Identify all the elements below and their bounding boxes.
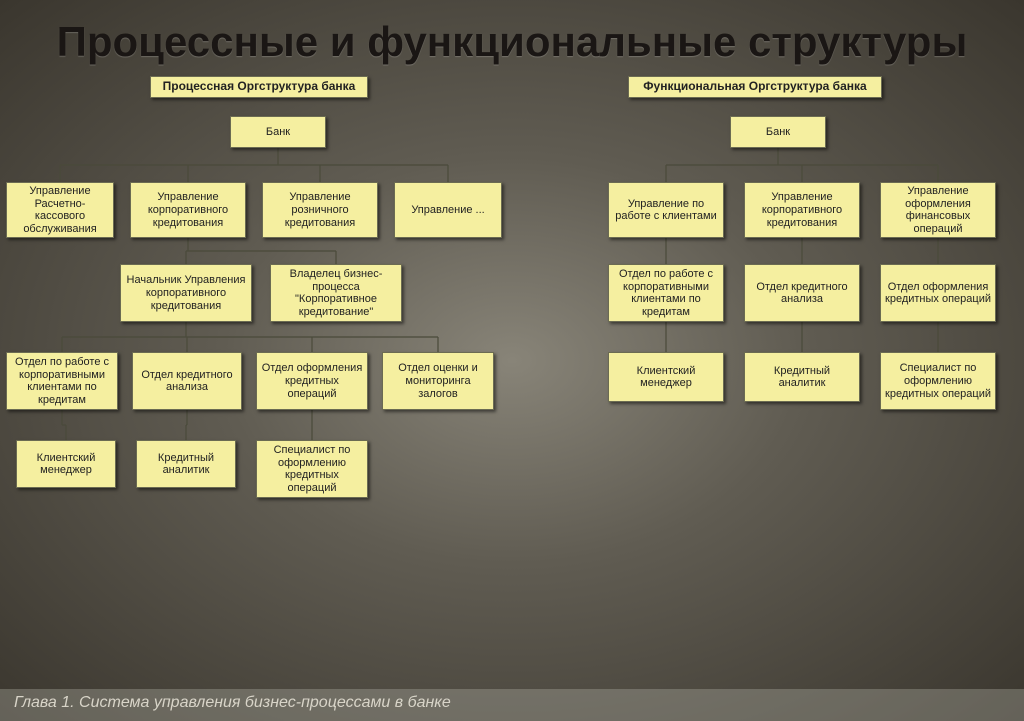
left-l2-1: Владелец бизнес-процесса "Корпоративное … bbox=[270, 264, 402, 322]
right-l1-0: Управление по работе с клиентами bbox=[608, 182, 724, 238]
left-l3-2: Отдел оформления кредитных операций bbox=[256, 352, 368, 410]
left-l2-0: Начальник Управления корпоративного кред… bbox=[120, 264, 252, 322]
right-l2-1: Отдел кредитного анализа bbox=[744, 264, 860, 322]
left-l1-2: Управление розничного кредитования bbox=[262, 182, 378, 238]
left-l3-1: Отдел кредитного анализа bbox=[132, 352, 242, 410]
right-l2-2: Отдел оформления кредитных операций bbox=[880, 264, 996, 322]
right-l1-2: Управление оформления финансовых операци… bbox=[880, 182, 996, 238]
right-l3-2: Специалист по оформлению кредитных опера… bbox=[880, 352, 996, 410]
right-l3-0: Клиентский менеджер bbox=[608, 352, 724, 402]
left-l1-3: Управление ... bbox=[394, 182, 502, 238]
right-root: Банк bbox=[730, 116, 826, 148]
left-l1-1: Управление корпоративного кредитования bbox=[130, 182, 246, 238]
right-l3-1: Кредитный аналитик bbox=[744, 352, 860, 402]
right-l1-1: Управление корпоративного кредитования bbox=[744, 182, 860, 238]
left-l3-3: Отдел оценки и мониторинга залогов bbox=[382, 352, 494, 410]
slide-title: Процессные и функциональные структуры bbox=[0, 0, 1024, 74]
diagram-area: Процессная Оргструктура банка Банк Управ… bbox=[0, 74, 1024, 634]
footer-caption: Глава 1. Система управления бизнес-проце… bbox=[0, 689, 1024, 721]
left-header: Процессная Оргструктура банка bbox=[150, 76, 368, 98]
right-l2-0: Отдел по работе с корпоративными клиента… bbox=[608, 264, 724, 322]
right-header: Функциональная Оргструктура банка bbox=[628, 76, 882, 98]
left-l4-0: Клиентский менеджер bbox=[16, 440, 116, 488]
left-l1-0: Управление Расчетно-кассового обслуживан… bbox=[6, 182, 114, 238]
left-root: Банк bbox=[230, 116, 326, 148]
left-l3-0: Отдел по работе с корпоративными клиента… bbox=[6, 352, 118, 410]
left-l4-2: Специалист по оформлению кредитных опера… bbox=[256, 440, 368, 498]
left-l4-1: Кредитный аналитик bbox=[136, 440, 236, 488]
